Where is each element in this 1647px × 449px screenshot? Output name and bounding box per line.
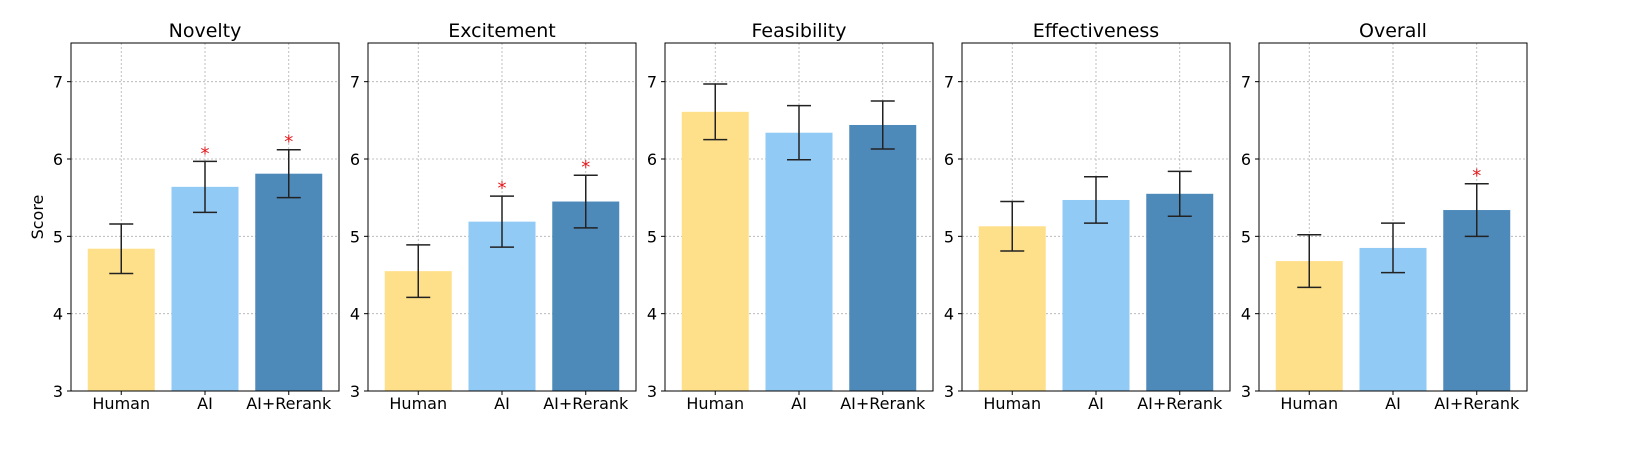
x-tick-label: AI xyxy=(1088,394,1104,413)
x-tick-label: Human xyxy=(686,394,744,413)
bar-ai-rerank xyxy=(552,201,620,391)
panel-title: Effectiveness xyxy=(1033,20,1159,42)
panel-effectiveness: 3 4 5 6 7 Human AI AI+Rerank Effectiveness xyxy=(944,20,1231,413)
panel-overall: 3 4 5 6 7 Human AI * AI+Rerank Overall xyxy=(1241,20,1528,413)
y-tick-label: 7 xyxy=(1241,73,1251,92)
y-tick-label: 3 xyxy=(647,382,657,401)
y-tick-label: 4 xyxy=(1241,305,1251,324)
y-tick-label: 6 xyxy=(350,150,360,169)
bar-ai xyxy=(765,132,833,391)
y-tick-label: 3 xyxy=(53,382,63,401)
plot-frame xyxy=(1258,42,1528,392)
panel-feasibility: 3 4 5 6 7 Human AI AI+Rerank Feasibility xyxy=(647,20,934,413)
panel-excitement: 3 4 5 6 7 Human * AI * AI+Rerank Excitement xyxy=(350,20,637,413)
y-tick-label: 4 xyxy=(350,305,360,324)
x-tick-label: AI+Rerank xyxy=(246,394,332,413)
x-tick-label: AI+Rerank xyxy=(1434,394,1520,413)
y-tick-label: 6 xyxy=(647,150,657,169)
panel-title: Feasibility xyxy=(752,20,847,42)
significance-marker: * xyxy=(284,132,293,153)
y-tick-label: 6 xyxy=(1241,150,1251,169)
y-tick-label: 7 xyxy=(350,73,360,92)
x-tick-label: AI+Rerank xyxy=(543,394,629,413)
y-tick-label: 6 xyxy=(53,150,63,169)
x-tick-label: AI xyxy=(1385,394,1401,413)
significance-marker: * xyxy=(498,178,507,199)
panel-title: Novelty xyxy=(169,20,242,42)
bar-ai-rerank xyxy=(1146,193,1214,391)
bar-ai-rerank xyxy=(849,124,917,392)
panel-novelty: 3 4 5 6 7 Human * AI * AI+Rerank Novelty Score xyxy=(28,20,340,413)
significance-marker: * xyxy=(1472,166,1481,187)
bar-ai-rerank xyxy=(1443,210,1511,391)
bar-ai xyxy=(171,186,239,391)
y-tick-label: 5 xyxy=(350,227,360,246)
y-tick-label: 3 xyxy=(944,382,954,401)
x-tick-label: Human xyxy=(983,394,1041,413)
bar-ai xyxy=(468,221,536,391)
panel-title: Overall xyxy=(1359,20,1427,42)
y-tick-label: 7 xyxy=(53,73,63,92)
x-tick-label: Human xyxy=(92,394,150,413)
significance-marker: * xyxy=(581,157,590,178)
bar-ai xyxy=(1062,199,1130,391)
x-tick-label: AI+Rerank xyxy=(840,394,926,413)
y-tick-label: 4 xyxy=(647,305,657,324)
y-tick-label: 7 xyxy=(647,73,657,92)
x-tick-label: Human xyxy=(389,394,447,413)
significance-marker: * xyxy=(201,143,210,164)
x-tick-label: Human xyxy=(1280,394,1338,413)
y-tick-label: 7 xyxy=(944,73,954,92)
panel-title: Excitement xyxy=(448,20,555,42)
bar-human xyxy=(978,226,1046,391)
y-tick-label: 3 xyxy=(1241,382,1251,401)
y-tick-label: 5 xyxy=(1241,227,1251,246)
x-tick-label: AI xyxy=(494,394,510,413)
x-tick-label: AI+Rerank xyxy=(1137,394,1223,413)
bar-ai-rerank xyxy=(255,173,323,391)
y-axis-label: Score xyxy=(28,195,47,240)
y-tick-label: 5 xyxy=(53,227,63,246)
y-tick-label: 5 xyxy=(944,227,954,246)
plot-frame xyxy=(70,42,340,392)
y-tick-label: 6 xyxy=(944,150,954,169)
y-tick-label: 4 xyxy=(944,305,954,324)
y-tick-label: 5 xyxy=(647,227,657,246)
plot-frame xyxy=(367,42,637,392)
x-tick-label: AI xyxy=(791,394,807,413)
plot-frame xyxy=(664,42,934,392)
y-tick-label: 3 xyxy=(350,382,360,401)
bar-human xyxy=(681,111,749,392)
plot-frame xyxy=(961,42,1231,392)
y-tick-label: 4 xyxy=(53,305,63,324)
x-tick-label: AI xyxy=(197,394,213,413)
